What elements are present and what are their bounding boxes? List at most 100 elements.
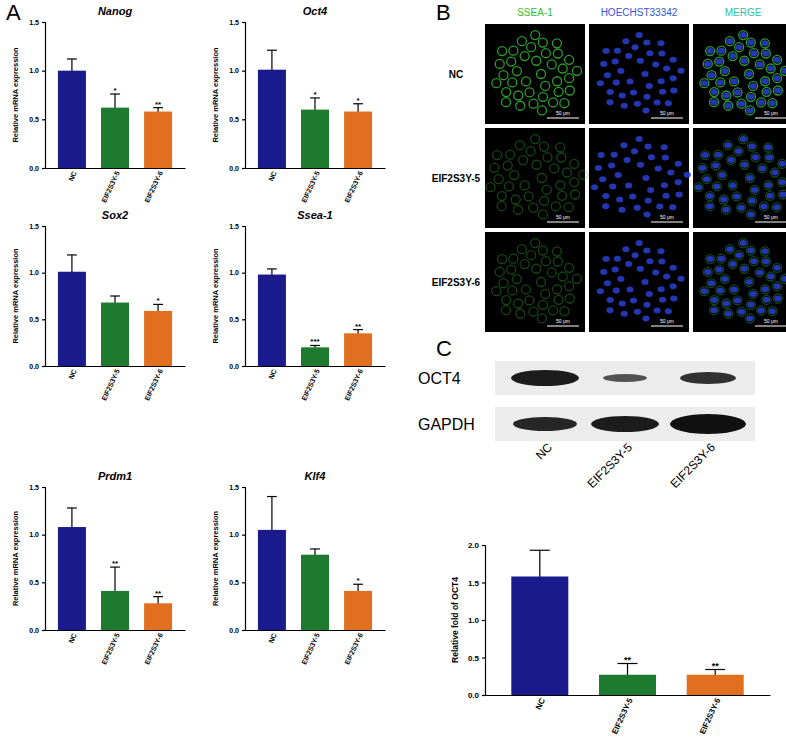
ssea-signal	[498, 47, 507, 56]
ssea-signal	[740, 264, 749, 273]
bar	[687, 675, 744, 695]
y-tick: 0.5	[229, 579, 245, 586]
band-label: OCT4	[418, 370, 461, 387]
nucleus	[613, 287, 620, 293]
nucleus	[647, 187, 654, 193]
ssea-signal	[502, 88, 511, 97]
scale-bar-label: 50 μm	[556, 318, 570, 324]
ssea-signal	[532, 56, 541, 65]
ssea-signal	[499, 279, 508, 288]
ssea-signal	[509, 46, 518, 55]
ssea-signal	[773, 86, 782, 95]
nucleus	[658, 258, 665, 264]
y-tick-mark	[42, 319, 45, 320]
y-axis-title: Relative mRNA expression	[211, 248, 220, 344]
nucleus	[595, 165, 602, 171]
error-bar-cap	[67, 58, 77, 59]
ssea-signal	[516, 309, 525, 318]
y-tick-mark	[42, 535, 45, 536]
ssea-signal	[703, 59, 712, 68]
y-tick-mark	[42, 273, 45, 274]
nucleus	[661, 182, 668, 188]
y-tick: 0.0	[29, 165, 45, 172]
nucleus	[642, 107, 649, 113]
nucleus	[667, 170, 674, 176]
nucleus	[738, 309, 745, 315]
nucleus	[646, 50, 653, 56]
y-tick: 1.0	[29, 269, 45, 276]
blot-band	[680, 372, 736, 384]
ssea-signal	[556, 181, 565, 190]
y-tick-label: 0.5	[229, 116, 239, 123]
ssea-signal	[540, 142, 549, 151]
nucleus	[663, 274, 670, 280]
nucleus	[729, 53, 736, 59]
nucleus	[706, 203, 713, 209]
nucleus	[748, 144, 755, 150]
nucleus	[734, 297, 741, 303]
nucleus	[606, 307, 613, 313]
ssea-signal	[547, 60, 556, 69]
nucleus	[761, 248, 768, 254]
ssea-signal	[733, 88, 742, 97]
y-tick: 1.5	[29, 223, 45, 230]
y-tick: 0.0	[229, 363, 245, 370]
ssea-signal	[758, 164, 767, 173]
y-tick-label: 1.5	[229, 19, 239, 26]
x-tick-label: EIF2S3Y-5	[610, 696, 635, 735]
y-tick: 1.0	[29, 67, 45, 74]
ssea-signal	[740, 56, 749, 65]
nucleus	[718, 256, 725, 262]
nucleus	[763, 297, 770, 303]
nucleus	[774, 283, 781, 289]
x-axis-line	[246, 630, 386, 631]
nucleus	[740, 32, 747, 38]
ssea-signal	[552, 247, 561, 256]
y-tick-label: 2.0	[468, 541, 480, 550]
row-label: NC	[449, 69, 463, 80]
y-tick-mark	[42, 226, 45, 227]
ssea-signal	[722, 205, 731, 214]
y-axis-title: Relative mRNA expression	[211, 511, 220, 607]
nucleus	[620, 142, 627, 148]
bar-chart: 0.00.51.01.5NCEIF2S3Y-5EIF2S3Y-6*Klf4Rel…	[211, 470, 386, 666]
nucleus	[636, 240, 643, 246]
blot-strip	[495, 361, 755, 395]
ssea-signal	[765, 153, 774, 162]
y-tick-mark	[242, 319, 245, 320]
nucleus	[614, 256, 621, 262]
ssea-signal	[764, 143, 773, 152]
microscopy-panel: SSEA-1HOECHST33342MERGENC50 μm50 μm50 μm…	[432, 7, 786, 332]
ssea-signal	[719, 195, 728, 204]
ssea-signal	[778, 178, 786, 187]
nucleus	[736, 252, 743, 258]
nucleus	[706, 256, 713, 262]
ssea-signal	[517, 37, 526, 46]
nucleus	[779, 179, 786, 185]
nucleus	[762, 286, 769, 292]
ssea-signal	[520, 52, 529, 61]
y-tick-label: 0.0	[229, 165, 239, 172]
y-tick-label: 1.0	[229, 531, 239, 538]
error-bar-cap	[310, 548, 320, 549]
y-tick-mark	[242, 273, 245, 274]
plot-marks	[258, 269, 372, 366]
plot-marks	[58, 508, 172, 630]
y-axis-title: Relative mRNA expression	[11, 511, 20, 607]
nucleus	[747, 40, 754, 46]
ssea-signal	[515, 141, 524, 150]
x-tick: NC	[67, 368, 78, 380]
ssea-signal	[745, 70, 754, 79]
ssea-signal	[762, 295, 771, 304]
nucleus	[761, 40, 768, 46]
y-tick-mark	[42, 119, 45, 120]
nucleus	[658, 50, 665, 56]
y-tick-label: 0.5	[29, 116, 39, 123]
nucleus	[781, 276, 786, 282]
ssea-signal	[549, 306, 558, 315]
chart-title: Prdm1	[98, 470, 132, 482]
ssea-signal	[547, 268, 556, 277]
blot-band	[670, 414, 746, 434]
ssea-signal	[558, 272, 567, 281]
ssea-signal	[541, 81, 550, 90]
